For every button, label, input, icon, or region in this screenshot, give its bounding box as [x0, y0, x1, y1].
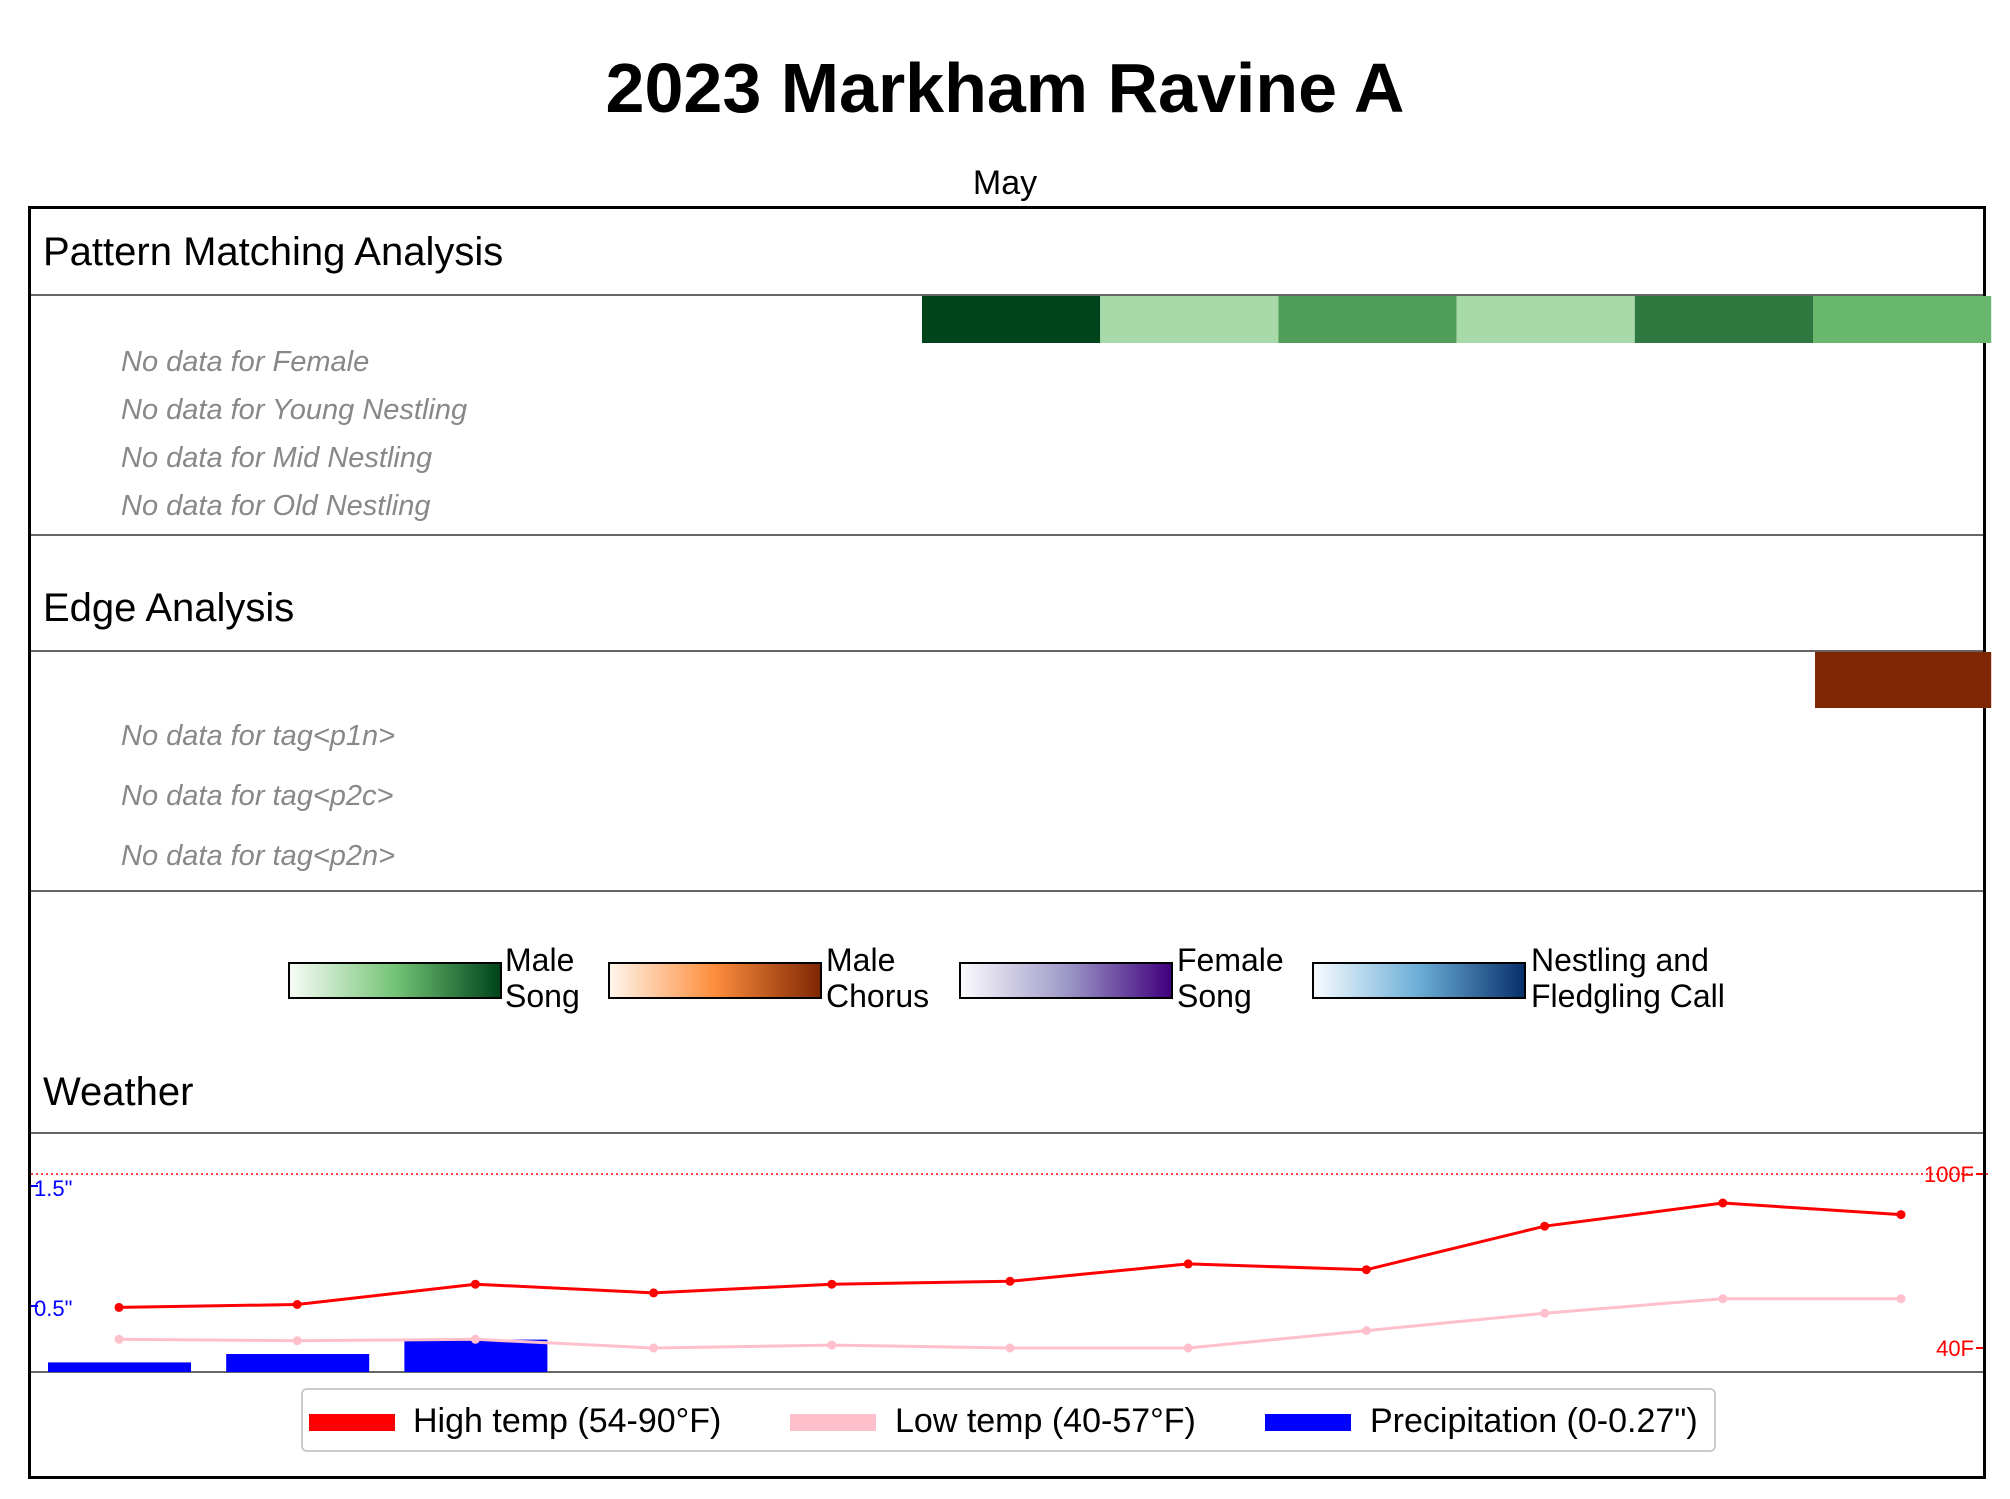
precip-bar-2 — [226, 1354, 370, 1372]
colorbar-male-song-label-line2: Song — [505, 978, 580, 1014]
pattern-cell-8 — [1278, 296, 1457, 343]
chart-title: 2023 Markham Ravine A — [605, 49, 1405, 127]
low-temp-point-9 — [1540, 1308, 1550, 1318]
pattern-cell-11 — [1813, 296, 1992, 343]
precip-tick-label-1-5: 1.5" — [34, 1176, 72, 1201]
edge-bottom-divider — [31, 890, 1983, 892]
low-temp-point-8 — [1361, 1326, 1371, 1336]
high-temp-point-3 — [470, 1279, 480, 1289]
precip-bar-1 — [48, 1362, 191, 1372]
high-temp-point-11 — [1896, 1210, 1906, 1220]
low-temp-point-3 — [470, 1334, 480, 1344]
month-label: May — [972, 164, 1038, 202]
colorbar-female-song — [959, 962, 1173, 999]
low-temp-point-1 — [114, 1334, 124, 1344]
high-temp-point-8 — [1361, 1265, 1371, 1275]
pattern-bottom-divider — [31, 534, 1983, 536]
colorbar-nestling-call-label: Nestling and Fledgling Call — [1531, 942, 1725, 1014]
colorbar-nestling-call-label-line2: Fledgling Call — [1531, 978, 1725, 1014]
legend-label-precipitation: Precipitation (0-0.27") — [1370, 1402, 1698, 1440]
high-temp-point-2 — [292, 1300, 302, 1309]
colorbar-male-song — [288, 962, 502, 999]
high-temp-line — [118, 1201, 1902, 1309]
no-data-old-nestling: No data for Old Nestling — [121, 490, 431, 522]
pattern-cell-10 — [1634, 296, 1813, 343]
high-temp-point-7 — [1183, 1259, 1193, 1269]
colorbar-male-song-label: Male Song — [505, 942, 580, 1014]
high-temp-point-4 — [649, 1288, 659, 1298]
legend-swatch-low-temp — [790, 1414, 876, 1431]
high-temp-point-1 — [114, 1302, 124, 1312]
high-temp-point-5 — [827, 1279, 837, 1289]
weather-top-divider — [31, 1132, 1983, 1134]
no-data-young-nestling: No data for Young Nestling — [121, 394, 468, 426]
pattern-cell-9 — [1456, 296, 1635, 343]
weather-heading: Weather — [43, 1070, 194, 1114]
colorbar-female-song-label: Female Song — [1177, 942, 1284, 1014]
edge-cell-11 — [1815, 652, 1992, 708]
pattern-heading: Pattern Matching Analysis — [43, 230, 504, 274]
low-temp-line — [118, 1297, 1901, 1350]
colorbar-male-chorus-label-line2: Chorus — [826, 978, 930, 1014]
low-temp-point-4 — [649, 1343, 659, 1353]
no-data-p2n: No data for tag<p2n> — [121, 840, 396, 872]
high-temp-point-6 — [1005, 1276, 1015, 1286]
low-temp-point-10 — [1718, 1294, 1728, 1304]
no-data-female: No data for Female — [121, 346, 370, 378]
colorbar-male-song-label-line1: Male — [505, 942, 575, 978]
no-data-p2c: No data for tag<p2c> — [121, 780, 394, 812]
high-temp-point-9 — [1540, 1221, 1550, 1231]
pattern-top-divider — [31, 294, 1983, 296]
pattern-cell-6 — [922, 296, 1101, 343]
weather-legend: High temp (54-90°F) Low temp (40-57°F) P… — [301, 1388, 1716, 1452]
colorbar-male-chorus-label: Male Chorus — [826, 942, 929, 1014]
colorbar-male-chorus — [608, 962, 822, 999]
colorbar-male-chorus-label-line1: Male — [826, 942, 896, 978]
no-data-mid-nestling: No data for Mid Nestling — [121, 442, 433, 474]
low-temp-point-6 — [1005, 1343, 1015, 1353]
colorbar-nestling-call-label-line1: Nestling and — [1531, 942, 1709, 978]
temp-tick-label-40: 40F — [1936, 1336, 1974, 1361]
colorbar-female-song-label-line2: Song — [1177, 978, 1252, 1014]
legend-label-low-temp: Low temp (40-57°F) — [895, 1402, 1196, 1440]
legend-label-high-temp: High temp (54-90°F) — [413, 1402, 722, 1440]
edge-heading: Edge Analysis — [43, 586, 295, 630]
legend-swatch-precipitation — [1265, 1414, 1351, 1431]
chart-frame — [28, 206, 1986, 1479]
precip-bar-3 — [404, 1339, 548, 1372]
temp-tick-label-100: 100F — [1924, 1162, 1974, 1187]
low-temp-point-5 — [827, 1340, 837, 1350]
low-temp-point-2 — [292, 1336, 302, 1346]
low-temp-point-11 — [1896, 1294, 1906, 1304]
legend-swatch-high-temp — [309, 1414, 395, 1431]
high-temp-point-10 — [1718, 1198, 1728, 1208]
low-temp-point-7 — [1183, 1343, 1193, 1353]
pattern-cell-7 — [1100, 296, 1279, 343]
edge-top-divider — [31, 650, 1983, 652]
colorbar-nestling-call — [1312, 962, 1526, 999]
precip-tick-label-0-5: 0.5" — [34, 1296, 72, 1321]
no-data-p1n: No data for tag<p1n> — [121, 720, 396, 752]
colorbar-female-song-label-line1: Female — [1177, 942, 1284, 978]
